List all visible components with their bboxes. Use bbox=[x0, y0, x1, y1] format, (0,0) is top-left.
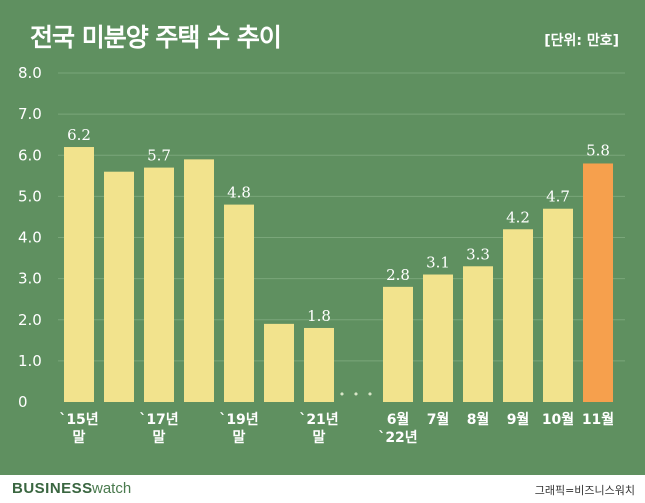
axis-break-marker: • • • bbox=[339, 388, 375, 401]
x-tick-label: 말 bbox=[313, 430, 326, 446]
x-tick-label: 말 bbox=[233, 430, 246, 446]
bar bbox=[64, 147, 94, 402]
bar bbox=[104, 171, 134, 402]
y-tick-label: 1.0 bbox=[18, 352, 42, 370]
x-tick-label: `17년 bbox=[139, 412, 178, 428]
value-label: 2.8 bbox=[386, 266, 410, 284]
bar bbox=[184, 159, 214, 402]
y-tick-label: 0 bbox=[18, 393, 28, 411]
value-label: 4.7 bbox=[546, 188, 570, 206]
value-label: 5.7 bbox=[147, 147, 171, 165]
x-tick-label: `15년 bbox=[59, 412, 98, 428]
x-tick-label: `21년 bbox=[299, 412, 338, 428]
y-tick-label: 3.0 bbox=[18, 270, 42, 288]
value-label: 5.8 bbox=[586, 141, 610, 159]
unit-label: [단위: 만호] bbox=[544, 33, 619, 49]
x-tick-label: 10월 bbox=[542, 411, 574, 428]
y-tick-label: 6.0 bbox=[18, 146, 42, 164]
value-label: 1.8 bbox=[307, 307, 331, 325]
x-tick-label: 말 bbox=[153, 430, 166, 446]
brand-logo-watch: watch bbox=[92, 480, 132, 497]
y-tick-label: 8.0 bbox=[18, 64, 42, 82]
bar bbox=[543, 208, 573, 402]
y-tick-label: 2.0 bbox=[18, 311, 42, 329]
x-tick-label: 11월 bbox=[582, 411, 614, 428]
chart-title: 전국 미분양 주택 수 추이 bbox=[30, 23, 282, 52]
graphic-credit: 그래픽=비즈니스워치 bbox=[534, 484, 635, 497]
y-tick-label: 4.0 bbox=[18, 229, 42, 247]
value-label: 3.1 bbox=[426, 254, 450, 272]
x-tick-label: `22년 bbox=[378, 430, 417, 446]
x-tick-label: 7월 bbox=[427, 411, 450, 428]
value-label: 4.2 bbox=[506, 208, 530, 226]
bar bbox=[423, 274, 453, 402]
x-tick-label: `19년 bbox=[219, 412, 258, 428]
y-tick-label: 7.0 bbox=[18, 105, 42, 123]
value-label: 3.3 bbox=[466, 245, 490, 263]
bar bbox=[224, 204, 254, 402]
brand-logo-business: BUSINESS bbox=[12, 480, 93, 497]
bar bbox=[463, 266, 493, 402]
value-label: 4.8 bbox=[227, 184, 251, 202]
x-tick-label: 8월 bbox=[467, 411, 490, 428]
bar bbox=[144, 167, 174, 402]
footer-bar: BUSINESS watch 그래픽=비즈니스워치 bbox=[0, 475, 645, 503]
bar bbox=[383, 286, 413, 402]
bar-highlight bbox=[583, 163, 613, 402]
x-tick-label: 6월 bbox=[387, 411, 410, 428]
x-tick-label: 말 bbox=[73, 430, 86, 446]
x-tick-label: 9월 bbox=[507, 411, 530, 428]
bar bbox=[264, 323, 294, 402]
bar bbox=[304, 327, 334, 402]
value-label: 6.2 bbox=[67, 126, 91, 144]
y-tick-label: 5.0 bbox=[18, 187, 42, 205]
bar bbox=[503, 229, 533, 402]
